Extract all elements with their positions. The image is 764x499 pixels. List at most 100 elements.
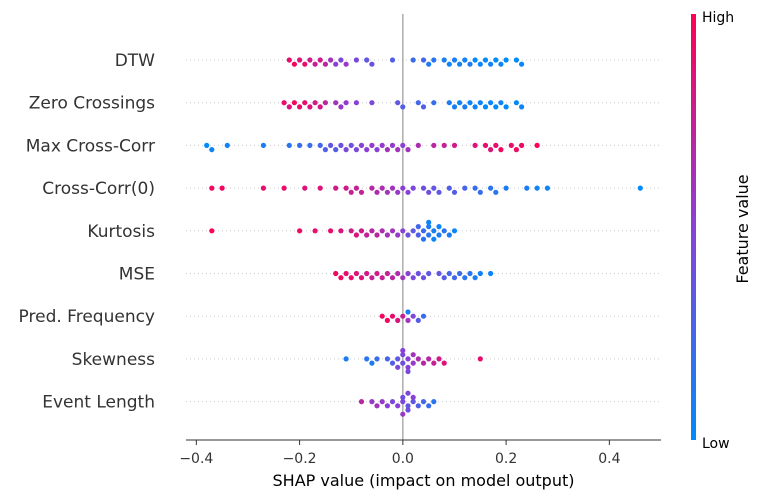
shap-point	[415, 232, 421, 238]
shap-point	[426, 61, 432, 67]
shap-point	[389, 399, 396, 405]
shap-point	[488, 147, 494, 153]
shap-point	[328, 57, 334, 63]
shap-point	[389, 57, 396, 63]
shap-point	[431, 360, 437, 366]
shap-point	[317, 142, 323, 148]
feature-label: Kurtosis	[87, 222, 155, 242]
shap-point	[420, 57, 427, 63]
shap-point	[364, 57, 370, 63]
shap-point	[420, 185, 427, 191]
shap-point	[400, 411, 406, 417]
shap-point	[400, 360, 406, 366]
shap-point	[260, 142, 266, 148]
shap-point	[544, 185, 551, 191]
shap-point	[384, 189, 390, 195]
shap-point	[395, 100, 401, 106]
shap-point	[431, 185, 437, 191]
shap-point	[420, 236, 427, 242]
colorbar: High Low Feature value	[691, 10, 752, 452]
shap-point	[508, 142, 514, 148]
shap-point	[302, 185, 308, 191]
shap-point	[338, 275, 344, 281]
shap-point	[389, 313, 396, 319]
shap-point	[400, 352, 406, 358]
shap-point	[395, 364, 401, 370]
shap-point	[379, 275, 385, 281]
shap-point	[477, 61, 483, 67]
shap-point	[333, 61, 339, 67]
shap-point	[317, 185, 323, 191]
shap-point	[431, 236, 437, 242]
shap-point	[426, 219, 432, 225]
shap-point	[472, 185, 478, 191]
shap-point	[286, 104, 292, 110]
shap-point	[477, 189, 483, 195]
shap-point	[519, 142, 525, 148]
feature-label: DTW	[115, 51, 155, 71]
shap-point	[343, 270, 349, 277]
shap-point	[312, 100, 318, 106]
shap-point	[410, 57, 416, 63]
shap-point	[405, 309, 411, 315]
shap-point	[219, 185, 225, 191]
shap-point	[457, 100, 463, 106]
shap-point	[426, 403, 432, 409]
feature-label: Pred. Frequency	[19, 307, 155, 327]
shap-point	[400, 394, 406, 400]
shap-point	[493, 104, 499, 110]
shap-point	[420, 228, 427, 234]
shap-point	[410, 228, 416, 234]
shap-point	[477, 100, 483, 106]
shap-point	[451, 104, 458, 110]
shap-point	[369, 61, 375, 67]
x-axis-title: SHAP value (impact on model output)	[273, 471, 575, 490]
shap-point	[446, 270, 452, 277]
shap-point	[369, 360, 375, 366]
shap-point	[477, 356, 483, 362]
feature-label: Skewness	[72, 350, 155, 370]
shap-point	[369, 228, 375, 234]
shap-point	[384, 317, 390, 323]
shap-point	[498, 100, 504, 106]
shap-point	[446, 100, 452, 106]
shap-point	[441, 360, 447, 366]
shap-point	[513, 100, 520, 106]
x-tick-label: −0.4	[179, 451, 213, 467]
shap-point	[415, 317, 421, 323]
shap-point	[488, 100, 494, 106]
shap-point	[441, 275, 447, 281]
shap-point	[498, 61, 504, 67]
shap-point	[348, 189, 354, 195]
shap-point	[451, 228, 458, 234]
feature-label: Max Cross-Corr	[26, 136, 155, 156]
x-tick-label: 0.2	[495, 451, 517, 467]
shap-point	[410, 313, 416, 319]
shap-point	[297, 104, 303, 110]
shap-point	[410, 275, 416, 281]
shap-point	[472, 275, 478, 281]
shap-point	[441, 228, 447, 234]
shap-point	[338, 104, 344, 110]
shap-point	[209, 147, 215, 153]
shap-point	[503, 104, 509, 110]
shap-point	[353, 270, 359, 277]
shap-point	[405, 270, 411, 277]
shap-point	[322, 61, 328, 67]
shap-point	[307, 104, 313, 110]
shap-point	[472, 142, 478, 148]
shap-point	[291, 100, 297, 106]
shap-point	[364, 232, 370, 238]
shap-points	[204, 57, 643, 417]
shap-point	[374, 232, 380, 238]
shap-point	[281, 185, 287, 191]
shap-point	[400, 313, 406, 319]
shap-point	[379, 185, 385, 191]
shap-point	[353, 147, 359, 153]
shap-point	[488, 185, 494, 191]
shap-point	[338, 228, 344, 234]
colorbar-low-label: Low	[702, 436, 730, 452]
shap-point	[374, 270, 380, 277]
shap-point	[482, 57, 489, 63]
x-tick-label: 0.4	[598, 451, 620, 467]
